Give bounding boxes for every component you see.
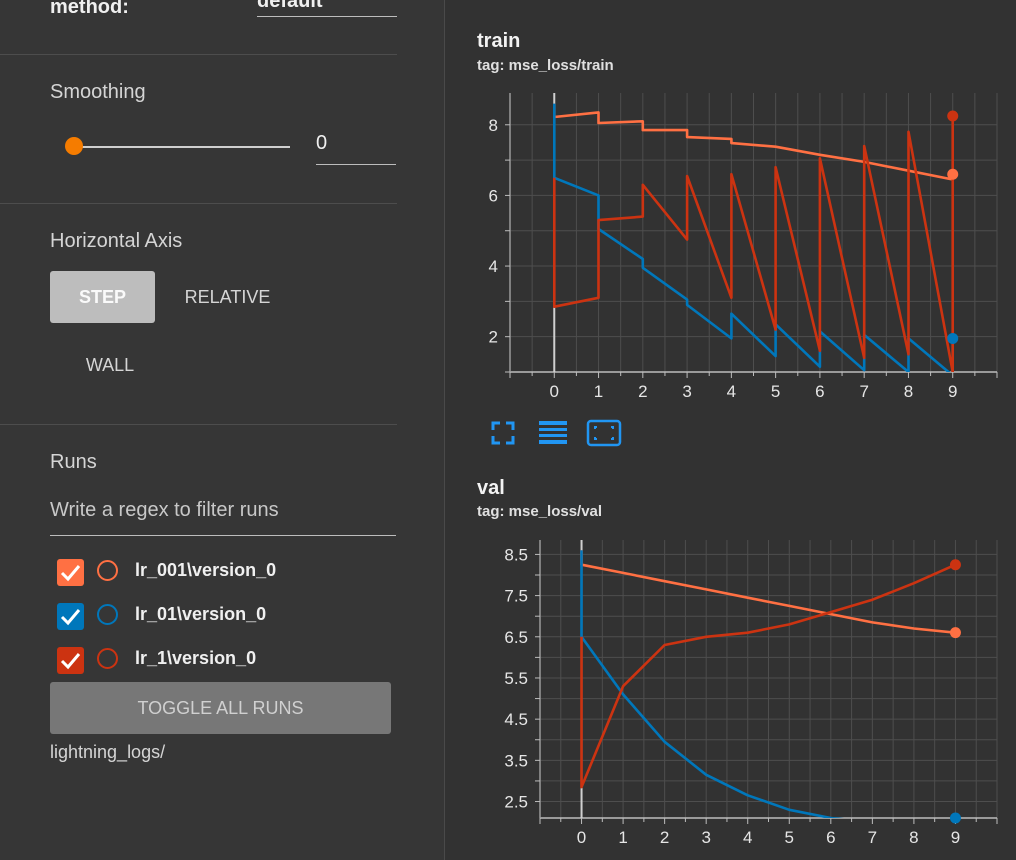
- run-color-picker[interactable]: [97, 560, 118, 581]
- x-tick-label: 2: [660, 828, 669, 847]
- sidebar: method: default Smoothing 0 Horizontal A…: [0, 0, 445, 860]
- series-endpoint: [947, 332, 959, 344]
- chart-train[interactable]: 0 1 2 3 4 5 6 7 8 9 2 4 6 8: [470, 85, 1010, 410]
- fit-domain-icon[interactable]: [586, 419, 622, 447]
- check-icon: [60, 609, 81, 626]
- x-tick-label: 2: [638, 382, 647, 401]
- run-checkbox[interactable]: [57, 559, 84, 586]
- chart-title-val: val: [477, 477, 505, 499]
- y-tick-label: 8: [489, 116, 498, 135]
- y-tick-label: 4.5: [504, 710, 528, 729]
- y-tick-label: 6.5: [504, 628, 528, 647]
- toggle-all-runs-button[interactable]: TOGGLE ALL RUNS: [50, 682, 391, 734]
- y-tick-label: 3.5: [504, 751, 528, 770]
- series-endpoint: [949, 812, 961, 824]
- data-selection-icon[interactable]: [538, 420, 568, 446]
- x-tick-label: 6: [826, 828, 835, 847]
- x-tick-label: 7: [859, 382, 868, 401]
- series-endpoint: [949, 559, 961, 571]
- series-line: [553, 116, 954, 372]
- axis-wall-button[interactable]: WALL: [85, 355, 135, 375]
- y-tick-label: 2: [489, 328, 498, 347]
- x-tick-label: 5: [785, 828, 794, 847]
- chart-val[interactable]: 0 1 2 3 4 5 6 7 8 9 2.5 3.5 4.5 5.5 6.5 7.5 8.5: [490, 532, 1010, 860]
- x-tick-label: 9: [951, 828, 960, 847]
- divider: [0, 54, 397, 55]
- grid: [539, 540, 998, 818]
- divider: [0, 424, 397, 425]
- x-tick-label: 0: [550, 382, 559, 401]
- divider: [0, 203, 397, 204]
- runs-label: Runs: [50, 451, 97, 473]
- run-color-picker[interactable]: [97, 648, 118, 669]
- run-row-lr-1[interactable]: lr_1\version_0: [57, 647, 397, 675]
- series-line: [553, 103, 954, 181]
- run-label: lr_01\version_0: [135, 604, 267, 624]
- x-tick-label: 3: [701, 828, 710, 847]
- smoothing-value-input[interactable]: 0: [316, 132, 396, 165]
- x-tick-label: 6: [815, 382, 824, 401]
- y-tick-label: 5.5: [504, 669, 528, 688]
- y-tick-label: 7.5: [504, 587, 528, 606]
- series-endpoint: [949, 627, 961, 639]
- x-tick-label: 4: [727, 382, 736, 401]
- method-select[interactable]: default: [257, 0, 397, 17]
- method-label: method:: [50, 0, 129, 18]
- y-tick-label: 4: [489, 257, 498, 276]
- runs-filter-input[interactable]: Write a regex to filter runs: [50, 499, 396, 536]
- x-tick-label: 3: [682, 382, 691, 401]
- run-label: lr_1\version_0: [135, 648, 257, 668]
- x-tick-label: 8: [904, 382, 913, 401]
- axis-step-button[interactable]: STEP: [50, 271, 155, 323]
- series-line: [553, 103, 954, 372]
- y-tick-label: 6: [489, 186, 498, 205]
- run-label: lr_001\version_0: [135, 560, 277, 580]
- x-tick-label: 1: [594, 382, 603, 401]
- x-tick-label: 1: [618, 828, 627, 847]
- x-tick-label: 0: [577, 828, 586, 847]
- x-tick-label: 8: [909, 828, 918, 847]
- series-line: [580, 563, 957, 789]
- logdir-label: lightning_logs/: [50, 742, 166, 762]
- x-tick-label: 7: [868, 828, 877, 847]
- run-checkbox[interactable]: [57, 603, 84, 630]
- horizontal-axis-label: Horizontal Axis: [50, 230, 183, 252]
- chart-tag-val: tag: mse_loss/val: [477, 503, 603, 520]
- grid: [509, 93, 998, 373]
- run-checkbox[interactable]: [57, 647, 84, 674]
- fullscreen-icon[interactable]: [490, 420, 516, 446]
- chart-tag-train: tag: mse_loss/train: [477, 57, 614, 74]
- run-color-picker[interactable]: [97, 604, 118, 625]
- y-tick-label: 2.5: [504, 793, 528, 812]
- series-endpoint: [947, 110, 959, 122]
- x-tick-label: 5: [771, 382, 780, 401]
- run-row-lr-001[interactable]: lr_001\version_0: [57, 559, 397, 587]
- smoothing-slider-thumb[interactable]: [65, 137, 83, 155]
- smoothing-slider-track[interactable]: [74, 146, 290, 148]
- x-tick-label: 4: [743, 828, 752, 847]
- x-tick-label: 9: [948, 382, 957, 401]
- smoothing-label: Smoothing: [50, 81, 146, 103]
- series-endpoint: [947, 168, 959, 180]
- y-tick-label: 8.5: [504, 545, 528, 564]
- series-line: [580, 550, 956, 634]
- run-row-lr-01[interactable]: lr_01\version_0: [57, 603, 397, 631]
- chart-title-train: train: [477, 30, 521, 52]
- axis-relative-button[interactable]: RELATIVE: [184, 287, 271, 307]
- series-line: [580, 550, 845, 818]
- chart-toolbar: [490, 418, 630, 448]
- check-icon: [60, 565, 81, 582]
- check-icon: [60, 653, 81, 670]
